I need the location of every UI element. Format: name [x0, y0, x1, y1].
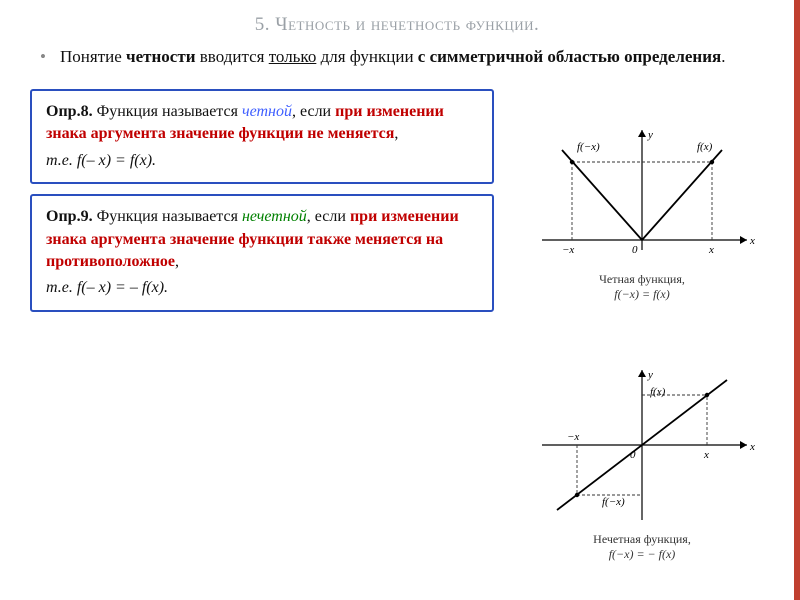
- origin-label: 0: [632, 244, 638, 256]
- intro-text: Понятие четности вводится только для фун…: [0, 44, 794, 79]
- even-caption-title: Четная функция,: [599, 272, 685, 286]
- odd-fx-label: f(x): [650, 386, 666, 398]
- intro-bold-tail: с симметричной областью определения: [418, 47, 721, 66]
- def-even-formula: т.е. f(– x) = f(x).: [46, 150, 478, 172]
- odd-function-graph: y x −x x 0 f(x) f(−x) Нечетная функция, …: [512, 360, 772, 570]
- def-even-post: , если: [292, 103, 335, 120]
- even-fx-label: f(x): [697, 141, 713, 153]
- even-graph-caption: Четная функция, f(−x) = f(x): [512, 272, 772, 302]
- slide-title: 5. Четность и нечетность функции.: [0, 0, 794, 44]
- intro-tail: для функции: [316, 47, 417, 66]
- tick-x-odd: x: [703, 449, 709, 461]
- tick-minus-x: −x: [562, 244, 574, 256]
- odd-caption-title: Нечетная функция,: [593, 532, 691, 546]
- def-odd-label: Опр.9.: [46, 208, 93, 225]
- intro-only: только: [269, 47, 317, 66]
- tick-x: x: [708, 244, 714, 256]
- intro-mid: вводится: [196, 47, 269, 66]
- origin-label-odd: 0: [630, 449, 636, 461]
- odd-caption-formula: f(−x) = − f(x): [609, 547, 676, 561]
- def-odd-term: нечетной: [242, 208, 307, 225]
- intro-prefix: Понятие: [60, 47, 126, 66]
- def-odd-formula: т.е. f(– x) = – f(x).: [46, 277, 478, 299]
- tick-minus-x-odd: −x: [567, 431, 579, 443]
- definition-odd-box: Опр.9. Функция называется нечетной, если…: [30, 194, 494, 312]
- definition-even-box: Опр.8. Функция называется четной, если п…: [30, 89, 494, 184]
- def-even-term: четной: [242, 103, 292, 120]
- even-fmx-label: f(−x): [577, 141, 600, 153]
- def-odd-post: , если: [307, 208, 350, 225]
- even-function-graph: y x −x x 0 f(−x) f(x) Четная функция, f(…: [512, 120, 772, 310]
- axis-y-label-odd: y: [647, 369, 653, 381]
- def-even-label: Опр.8.: [46, 103, 93, 120]
- even-caption-formula: f(−x) = f(x): [614, 287, 670, 301]
- odd-graph-caption: Нечетная функция, f(−x) = − f(x): [512, 532, 772, 562]
- odd-fmx-label: f(−x): [602, 496, 625, 508]
- def-even-comma: ,: [394, 125, 398, 142]
- def-odd-comma: ,: [175, 253, 179, 270]
- axis-y-label: y: [647, 129, 653, 141]
- def-even-pre: Функция называется: [93, 103, 242, 120]
- axis-x-label-odd: x: [749, 441, 755, 453]
- intro-kw: четности: [126, 47, 195, 66]
- intro-dot: .: [721, 47, 725, 66]
- axis-x-label: x: [749, 235, 755, 247]
- def-odd-pre: Функция называется: [93, 208, 242, 225]
